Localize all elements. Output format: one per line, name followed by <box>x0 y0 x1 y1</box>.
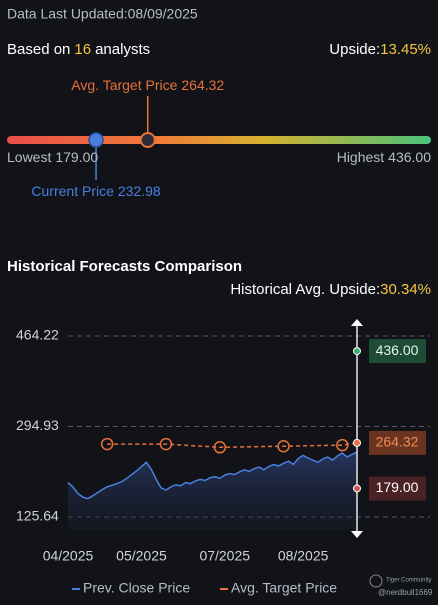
updated: Data Last Updated:08/09/2025 <box>7 6 198 22</box>
chart: 464.22 294.93 125.64 04/2025 05/2025 07/2025 0… <box>16 319 433 597</box>
chart-title: Historical Forecasts Comparison <box>7 258 242 275</box>
y-tick-label: 294.93 <box>16 417 59 433</box>
y-tick-label: 125.64 <box>16 508 59 524</box>
text: analysts <box>95 41 150 58</box>
target-point <box>277 439 290 453</box>
x-tick-label: 07/2025 <box>199 548 250 564</box>
avg-marker <box>139 132 156 148</box>
value: 30.34% <box>380 281 431 298</box>
forecast-label: 436.00 <box>376 342 419 358</box>
text: Highest <box>337 149 385 165</box>
watermark-logo <box>369 574 383 588</box>
target-point <box>159 437 173 451</box>
forecast-box <box>369 476 426 501</box>
value: 179.00 <box>55 149 98 165</box>
value: 436.00 <box>388 149 431 165</box>
target-point <box>100 437 114 451</box>
range-bar <box>7 136 431 144</box>
value: 264.32 <box>181 77 224 93</box>
legend-label: Avg. Target Price <box>231 580 337 596</box>
watermark: @nerdbull1669 <box>378 588 433 597</box>
legend-label: Prev. Close Price <box>83 580 190 596</box>
forecast-point <box>353 438 361 447</box>
chart-subtitle: Historical Avg. Upside:30.34% <box>230 281 431 298</box>
text: Based on <box>7 41 70 58</box>
current-marker <box>88 132 104 148</box>
handle-top <box>351 319 363 326</box>
text: Lowest <box>7 149 51 165</box>
text: Historical Avg. Upside: <box>230 281 380 298</box>
text: Avg. Target Price <box>71 77 177 93</box>
x-tick-label: 04/2025 <box>43 548 94 564</box>
text: Upside: <box>329 41 380 58</box>
forecast-box <box>369 339 426 364</box>
close-line <box>67 451 358 500</box>
handle-bottom <box>351 531 363 538</box>
target-point <box>336 438 349 452</box>
forecast-point <box>353 484 361 493</box>
value: 13.45% <box>380 41 431 58</box>
label: Current Price 232.98 <box>31 183 161 199</box>
forecast-box <box>369 430 426 455</box>
text: Current Price <box>31 183 114 199</box>
analyst-summary: Based on 16 analysts <box>7 41 150 58</box>
upside: Upside:13.45% <box>329 41 431 58</box>
label: Avg. Target Price 264.32 <box>71 77 224 93</box>
forecast-label: 179.00 <box>376 479 419 495</box>
count: 16 <box>74 41 91 58</box>
price-targets: Avg. Target Price 264.32 Current Price 232.… <box>7 77 431 199</box>
x-tick-label: 05/2025 <box>116 548 167 564</box>
forecast-point <box>353 347 361 356</box>
y-tick-label: 464.22 <box>16 327 59 343</box>
label: Lowest 179.00 <box>7 149 98 165</box>
target-point <box>213 441 227 454</box>
forecast-label: 264.32 <box>376 434 419 450</box>
x-tick-label: 08/2025 <box>278 548 329 564</box>
label: Highest 436.00 <box>337 149 432 165</box>
value: 232.98 <box>118 183 161 199</box>
close-area <box>68 452 357 530</box>
watermark: Tiger Community <box>386 578 431 584</box>
